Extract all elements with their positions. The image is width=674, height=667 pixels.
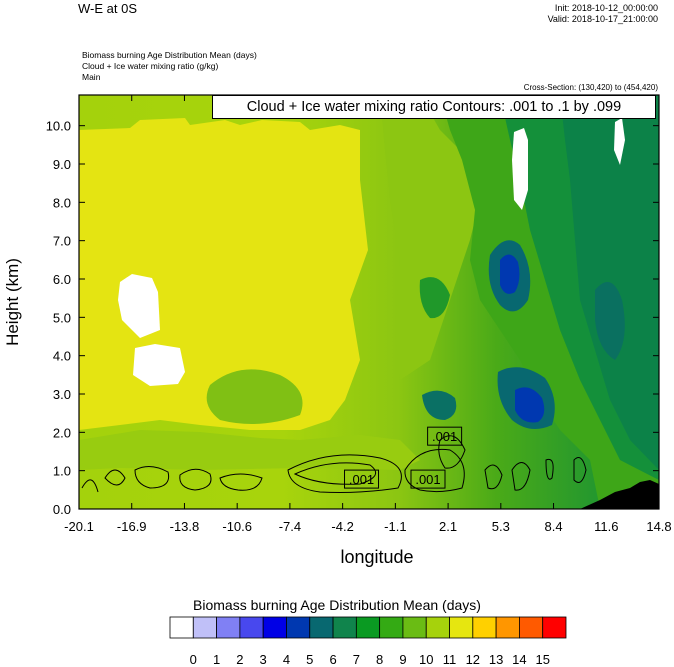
x-tick-label: -10.6 (222, 519, 252, 534)
colorbar-swatch (472, 616, 497, 639)
colorbar-label: 1 (213, 652, 220, 667)
x-tick-label: 5.3 (492, 519, 510, 534)
y-tick-label: 2.0 (53, 425, 71, 440)
colorbar-swatch (449, 616, 474, 639)
x-tick-label: 11.6 (594, 519, 618, 534)
contour-label: .001 (349, 472, 374, 487)
x-tick-label: -4.2 (331, 519, 353, 534)
y-tick-label: 1.0 (53, 464, 71, 479)
colorbar-label: 5 (306, 652, 313, 667)
colorbar-swatch (309, 616, 334, 639)
colorbar-title: Biomass burning Age Distribution Mean (d… (193, 597, 481, 613)
y-tick-label: 0.0 (53, 502, 71, 517)
contour-label-box (344, 469, 380, 489)
contour-label: .001 (415, 472, 440, 487)
colorbar-swatch (519, 616, 544, 639)
colorbar-swatch (262, 616, 287, 639)
x-tick-label: 8.4 (545, 519, 563, 534)
colorbar-label: 0 (190, 652, 197, 667)
contour-label-box (410, 469, 446, 489)
field-description-1: Biomass burning Age Distribution Mean (d… (82, 50, 257, 60)
colorbar-swatch (286, 616, 311, 639)
x-tick-label: -7.4 (279, 519, 301, 534)
x-tick-label: -13.8 (170, 519, 200, 534)
colorbar-label: 9 (399, 652, 406, 667)
contour-legend: Cloud + Ice water mixing ratio Contours:… (212, 95, 656, 119)
contour-label: .001 (432, 429, 457, 444)
colorbar-label: 3 (260, 652, 267, 667)
colorbar-label: 7 (353, 652, 360, 667)
y-tick-label: 10.0 (46, 119, 71, 134)
colorbar-label: 15 (535, 652, 549, 667)
page-title: W-E at 0S (78, 1, 138, 16)
colorbar-swatch (495, 616, 520, 639)
cross-section-label: Cross-Section: (130,420) to (454,420) (523, 83, 658, 92)
colorbar-swatch (355, 616, 381, 639)
y-tick-label: 7.0 (53, 234, 71, 249)
colorbar-swatch (425, 616, 450, 639)
colorbar-swatch (402, 616, 427, 639)
colorbar-swatch (192, 616, 217, 639)
colorbar-swatch (332, 616, 357, 639)
colorbar-label: 6 (329, 652, 336, 667)
y-tick-label: 5.0 (53, 310, 71, 325)
init-time: Init: 2018-10-12_00:00:00 (554, 3, 658, 13)
colorbar-label: 12 (466, 652, 480, 667)
field-description-2: Cloud + Ice water mixing ratio (g/kg) (82, 61, 219, 71)
y-axis-label: Height (km) (3, 258, 22, 346)
x-tick-label: 14.8 (646, 519, 671, 534)
y-tick-label: 9.0 (53, 157, 71, 172)
colorbar-label: 11 (443, 652, 457, 667)
colorbar-label: 10 (419, 652, 433, 667)
x-tick-label: -16.9 (117, 519, 147, 534)
x-tick-label: 2.1 (439, 519, 457, 534)
colorbar-label: 14 (512, 652, 526, 667)
valid-time: Valid: 2018-10-17_21:00:00 (547, 14, 658, 24)
colorbar-swatch (239, 616, 264, 639)
field-description-3: Main (82, 72, 101, 82)
colorbar-swatch (379, 616, 404, 639)
y-tick-label: 8.0 (53, 195, 71, 210)
colorbar-label: 4 (283, 652, 290, 667)
contour-label-box (427, 426, 463, 446)
colorbar-swatch (216, 616, 241, 639)
colorbar-label: 8 (376, 652, 383, 667)
colorbar-swatch (169, 616, 194, 639)
heatmap-field (79, 95, 659, 509)
colorbar-label: 13 (489, 652, 503, 667)
x-axis-label: longitude (340, 547, 413, 567)
y-tick-label: 4.0 (53, 349, 71, 364)
y-tick-label: 3.0 (53, 387, 71, 402)
colorbar-label: 2 (236, 652, 243, 667)
y-tick-label: 6.0 (53, 272, 71, 287)
x-tick-label: -20.1 (64, 519, 94, 534)
x-tick-label: -1.1 (384, 519, 406, 534)
colorbar-swatch (542, 616, 567, 639)
